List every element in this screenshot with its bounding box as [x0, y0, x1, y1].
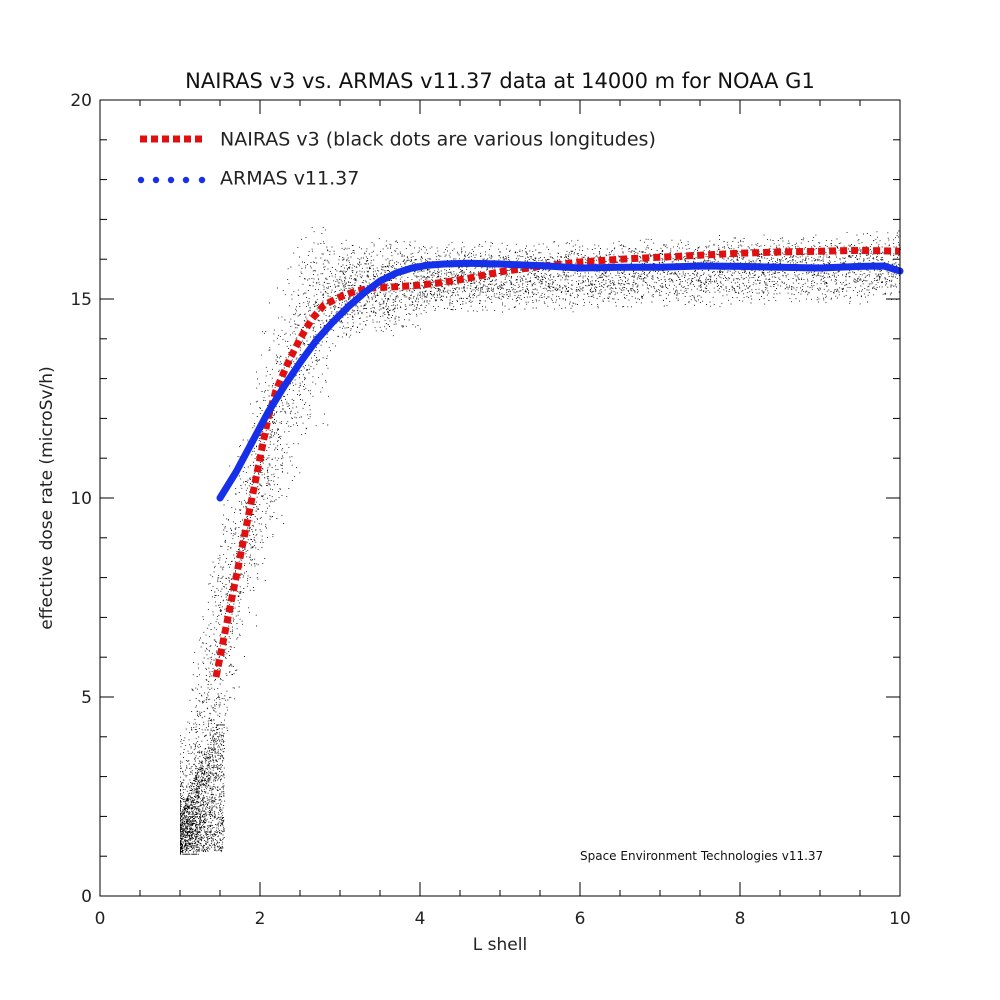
x-tick-label: 8: [735, 909, 746, 929]
series-line-armas: [216, 259, 904, 502]
x-axis-label: L shell: [473, 935, 527, 955]
x-tick-label: 0: [95, 909, 106, 929]
y-tick-label: 15: [70, 290, 92, 310]
x-tick-label: 10: [889, 909, 911, 929]
y-axis-label: effective dose rate (microSv/h): [37, 366, 57, 629]
y-tick-label: 5: [81, 688, 92, 708]
y-tick-label: 20: [70, 91, 92, 111]
y-tick-label: 0: [81, 887, 92, 907]
x-tick-label: 6: [575, 909, 586, 929]
legend-label-armas: ARMAS v11.37: [220, 168, 359, 190]
credit-annotation: Space Environment Technologies v11.37: [580, 849, 823, 863]
ticks-layer: 0 2 4 6 8 10 0 5 10 15 20: [70, 91, 910, 929]
legend-label-nairas: NAIRAS v3 (black dots are various longit…: [220, 129, 656, 151]
series-line-nairas: [212, 246, 901, 678]
y-tick-label: 10: [70, 489, 92, 509]
legend-swatch-armas: [137, 176, 206, 184]
legend: NAIRAS v3 (black dots are various longit…: [137, 129, 656, 190]
series-layer: [212, 246, 904, 678]
chart-title: NAIRAS v3 vs. ARMAS v11.37 data at 14000…: [185, 69, 815, 93]
x-tick-label: 2: [255, 909, 266, 929]
x-tick-label: 4: [415, 909, 426, 929]
